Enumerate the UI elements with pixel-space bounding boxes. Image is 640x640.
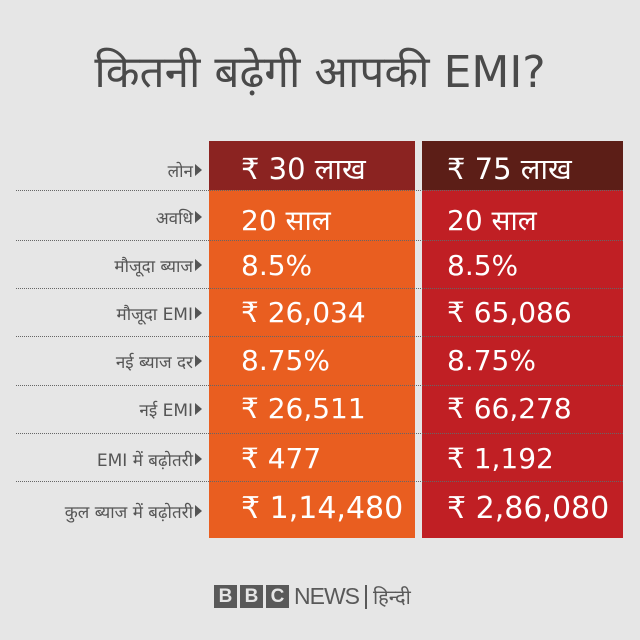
cell-total-interest-increase: ₹ 1,14,480 [241,491,404,526]
row-label-tenure: अवधि [155,209,193,229]
page-title: कितनी बढ़ेगी आपकी EMI? [94,47,546,98]
bbc-logo-block: C [266,585,289,608]
cell-loan: ₹ 75 लाख [447,152,572,186]
cell-total-interest-increase: ₹ 2,86,080 [447,491,610,526]
cell-tenure: 20 साल [447,204,537,237]
cell-new-emi: ₹ 66,278 [447,392,572,425]
cell-current-rate: 8.5% [241,249,313,282]
arrow-right-icon [195,164,202,176]
cell-tenure: 20 साल [241,204,331,237]
cell-current-emi: ₹ 65,086 [447,296,572,329]
cell-new-rate: 8.75% [447,344,536,377]
arrow-right-icon [195,259,202,271]
arrow-right-icon [195,355,202,367]
cell-new-emi: ₹ 26,511 [241,392,366,425]
arrow-right-icon [195,307,202,319]
row-divider [16,240,623,241]
row-divider [16,385,623,386]
row-divider [16,433,623,434]
row-label-current-rate: मौजूदा ब्याज [114,257,193,277]
bbc-logo-block: B [240,585,263,608]
row-divider [16,190,623,191]
row-divider [16,288,623,289]
cell-current-emi: ₹ 26,034 [241,296,366,329]
row-label-new-emi: नई EMI [139,401,193,421]
arrow-right-icon [195,453,202,465]
row-label-current-emi: मौजूदा EMI [116,305,193,325]
row-divider [16,481,623,482]
arrow-right-icon [195,211,202,223]
hindi-wordmark: हिन्दी [373,585,411,609]
cell-emi-increase: ₹ 1,192 [447,442,554,475]
row-label-emi-increase: EMI में बढ़ोतरी [96,451,193,471]
row-divider [16,336,623,337]
column-30-lakh: ₹ 30 लाख 20 साल 8.5% ₹ 26,034 8.75% ₹ 26… [209,141,415,538]
bbc-logo-block: B [214,585,237,608]
cell-current-rate: 8.5% [447,249,519,282]
row-label-loan: लोन [167,162,193,182]
logo-separator [365,584,367,609]
cell-loan: ₹ 30 लाख [241,152,366,186]
arrow-right-icon [195,505,202,517]
column-header [422,141,623,190]
arrow-right-icon [195,403,202,415]
cell-emi-increase: ₹ 477 [241,442,322,475]
news-wordmark: NEWS [294,583,360,609]
cell-new-rate: 8.75% [241,344,330,377]
row-label-new-rate: नई ब्याज दर [115,353,193,373]
row-label-total-interest-increase: कुल ब्याज में बढ़ोतरी [64,503,193,523]
column-header [209,141,415,190]
bbc-news-hindi-logo: B B C NEWS हिन्दी [214,583,411,610]
column-75-lakh: ₹ 75 लाख 20 साल 8.5% ₹ 65,086 8.75% ₹ 66… [422,141,623,538]
